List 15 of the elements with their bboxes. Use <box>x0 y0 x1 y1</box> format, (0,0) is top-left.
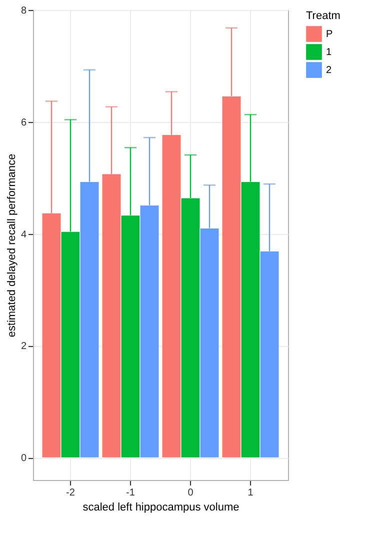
y-tick-label: 2 <box>20 341 27 352</box>
y-tick-label: 0 <box>20 453 27 464</box>
y-tick-label: 8 <box>20 6 27 16</box>
legend-label: 2 <box>326 65 332 76</box>
x-tick-label: -1 <box>126 488 136 498</box>
legend-label: P <box>326 29 333 40</box>
x-tick-label: 1 <box>248 488 254 498</box>
x-tick-label: -2 <box>66 488 76 498</box>
x-tick-label: 0 <box>188 488 194 498</box>
y-tick-label: 4 <box>20 229 27 240</box>
x-axis-title: scaled left hippocampus volume <box>82 502 240 514</box>
y-axis-title: estimated delayed recall performance <box>6 154 18 338</box>
y-tick-label: 6 <box>20 117 27 128</box>
legend-label: 1 <box>326 47 332 58</box>
legend-title: Treatm <box>306 10 340 22</box>
